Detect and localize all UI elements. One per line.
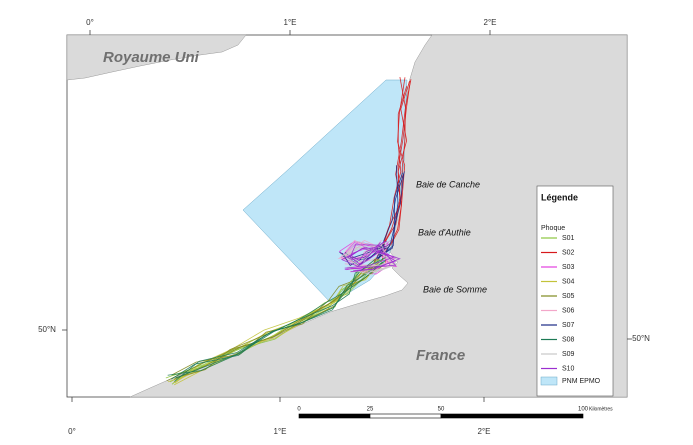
seal-tracks [165,76,412,386]
graticule-label: 50°N [38,325,56,334]
scale-label: 0 [297,407,301,413]
legend-entries: S01 S02 S03 S04 S05 S06 S07 S08 S09 S10 PNM EPMO [540,235,601,386]
seal-track [346,240,398,274]
legend-label: S01 [562,235,575,242]
legend-label: S03 [562,264,575,271]
legend-label: S07 [562,322,575,329]
legend-label: S05 [562,293,575,300]
bay-label: Baie de Canche [416,179,480,189]
legend-label: S08 [562,336,575,343]
legend-label: S06 [562,307,575,314]
seal-track [376,77,406,261]
legend-subtitle: Phoque [541,225,565,232]
seal-track [340,243,401,271]
scale-segment [298,413,371,419]
legend-label: S04 [562,278,575,285]
bay-label: Baie d'Authie [418,227,471,237]
graticule-label: 2°E [484,18,497,27]
scale-label: 100 [578,407,589,413]
legend-label: S09 [562,351,575,358]
legend-label: S02 [562,249,575,256]
scale-segment [369,413,442,419]
graticule-ticks [62,30,632,402]
scale-unit: Kilomètres [589,406,613,412]
legend-label: PNM EPMO [562,378,601,385]
country-label: France [416,347,465,364]
bay-label: Baie de Somme [423,284,487,294]
graticule-label: 0° [86,18,94,27]
seal-track [171,259,386,380]
legend-box [536,185,614,397]
uk-land [66,34,247,81]
scale-segment [440,413,584,419]
legend-title: Légende [541,192,578,202]
graticule-label: 0° [68,427,76,436]
seal-track [344,242,396,272]
seal-track [175,258,376,379]
graticule-label: 2°E [478,427,491,436]
graticule-label: 1°E [274,427,287,436]
legend-swatch [540,376,558,386]
scale-bar: 0 25 50 100 Kilomètres [297,406,613,419]
scale-label: 50 [438,407,445,413]
graticule-label: 1°E [284,18,297,27]
legend-label: S10 [562,365,575,372]
seal-track [174,261,384,382]
scale-label: 25 [367,407,374,413]
country-label: Royaume Uni [103,49,200,66]
graticule-label: 50°N [632,334,650,343]
